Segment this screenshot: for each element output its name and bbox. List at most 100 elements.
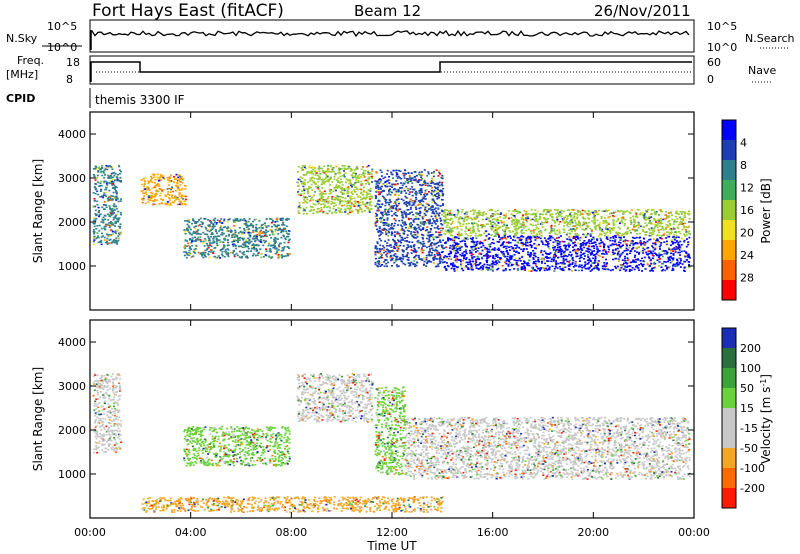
echo-cell [451,248,454,251]
echo-cell [215,230,217,233]
echo-cell [633,250,636,252]
echo-cell [539,223,542,225]
echo-cell [391,205,394,207]
echo-cell [591,238,593,241]
echo-cell [623,236,625,238]
echo-cell [671,218,674,221]
echo-cell [583,229,586,231]
echo-cell [186,227,188,230]
echo-cell [560,249,563,251]
echo-cell [343,192,345,195]
echo-cell [104,194,107,196]
echo-cell [279,242,282,245]
echo-cell [574,269,577,271]
echo-cell [435,212,438,214]
echo-cell [408,230,410,232]
echo-cell [570,255,573,257]
echo-cell [412,179,415,181]
echo-cell [240,257,243,259]
echo-cell [496,256,499,258]
echo-cell [607,235,609,237]
echo-cell [161,202,163,204]
echo-cell [110,212,113,215]
echo-cell [665,253,668,255]
echo-cell [330,200,333,203]
echo-cell [144,188,147,190]
echo-cell [329,178,332,181]
echo-cell [213,241,216,243]
echo-cell [491,223,494,226]
echo-cell [598,223,601,226]
echo-cell [195,240,198,242]
echo-cell [571,256,574,259]
echo-cell [399,187,402,189]
echo-cell [419,210,421,213]
echo-cell [402,250,405,253]
echo-cell [109,224,112,227]
echo-cell [172,181,175,183]
echo-cell [431,177,434,180]
echo-cell [233,233,236,235]
echo-cell [582,241,585,244]
echo-cell [168,177,171,179]
echo-cell [100,184,103,187]
echo-cell [192,240,195,242]
echo-cell [344,209,347,212]
echo-cell [680,244,683,246]
echo-cell [192,255,195,257]
echo-cell [612,258,615,261]
echo-cell [450,262,452,265]
echo-cell [344,200,347,203]
echo-cell [502,241,505,243]
echo-cell [445,226,448,228]
echo-cell [207,228,210,231]
echo-cell [335,186,338,188]
echo-cell [405,197,408,199]
echo-cell [488,209,491,212]
echo-cell [514,244,516,246]
echo-cell [644,242,647,244]
echo-cell [421,236,424,239]
echo-cell [513,263,516,266]
echo-cell [526,240,529,243]
echo-cell [612,249,614,251]
echo-cell [485,259,488,262]
echo-cell [363,209,366,212]
echo-cell [596,246,599,248]
echo-cell [271,225,274,228]
echo-cell [425,259,428,261]
echo-cell [390,234,393,236]
echo-cell [524,267,526,270]
echo-cell [562,257,565,260]
echo-cell [316,174,319,177]
echo-cell [287,233,290,235]
echo-cell [112,181,115,183]
echo-cell [631,267,634,269]
echo-cell [526,216,529,218]
echo-cell [598,228,601,231]
echo-cell [417,212,420,215]
echo-cell [471,257,474,260]
echo-cell [334,211,337,213]
echo-cell [149,199,151,201]
echo-cell [322,180,325,182]
echo-cell [163,178,166,180]
echo-cell [444,215,447,218]
echo-cell [392,250,395,253]
echo-cell [188,221,191,223]
echo-cell [421,204,424,207]
echo-cell [617,231,620,234]
echo-cell [321,187,324,189]
echo-cell [570,229,573,231]
echo-cell [380,231,382,233]
echo-cell [659,237,662,239]
echo-cell [444,214,447,216]
echo-cell [460,246,463,248]
echo-cell [492,262,495,264]
echo-cell [421,251,424,254]
echo-cell [633,223,635,226]
echo-cell [405,192,408,194]
echo-cell [471,248,474,251]
echo-cell [515,229,518,232]
echo-cell [510,217,513,219]
